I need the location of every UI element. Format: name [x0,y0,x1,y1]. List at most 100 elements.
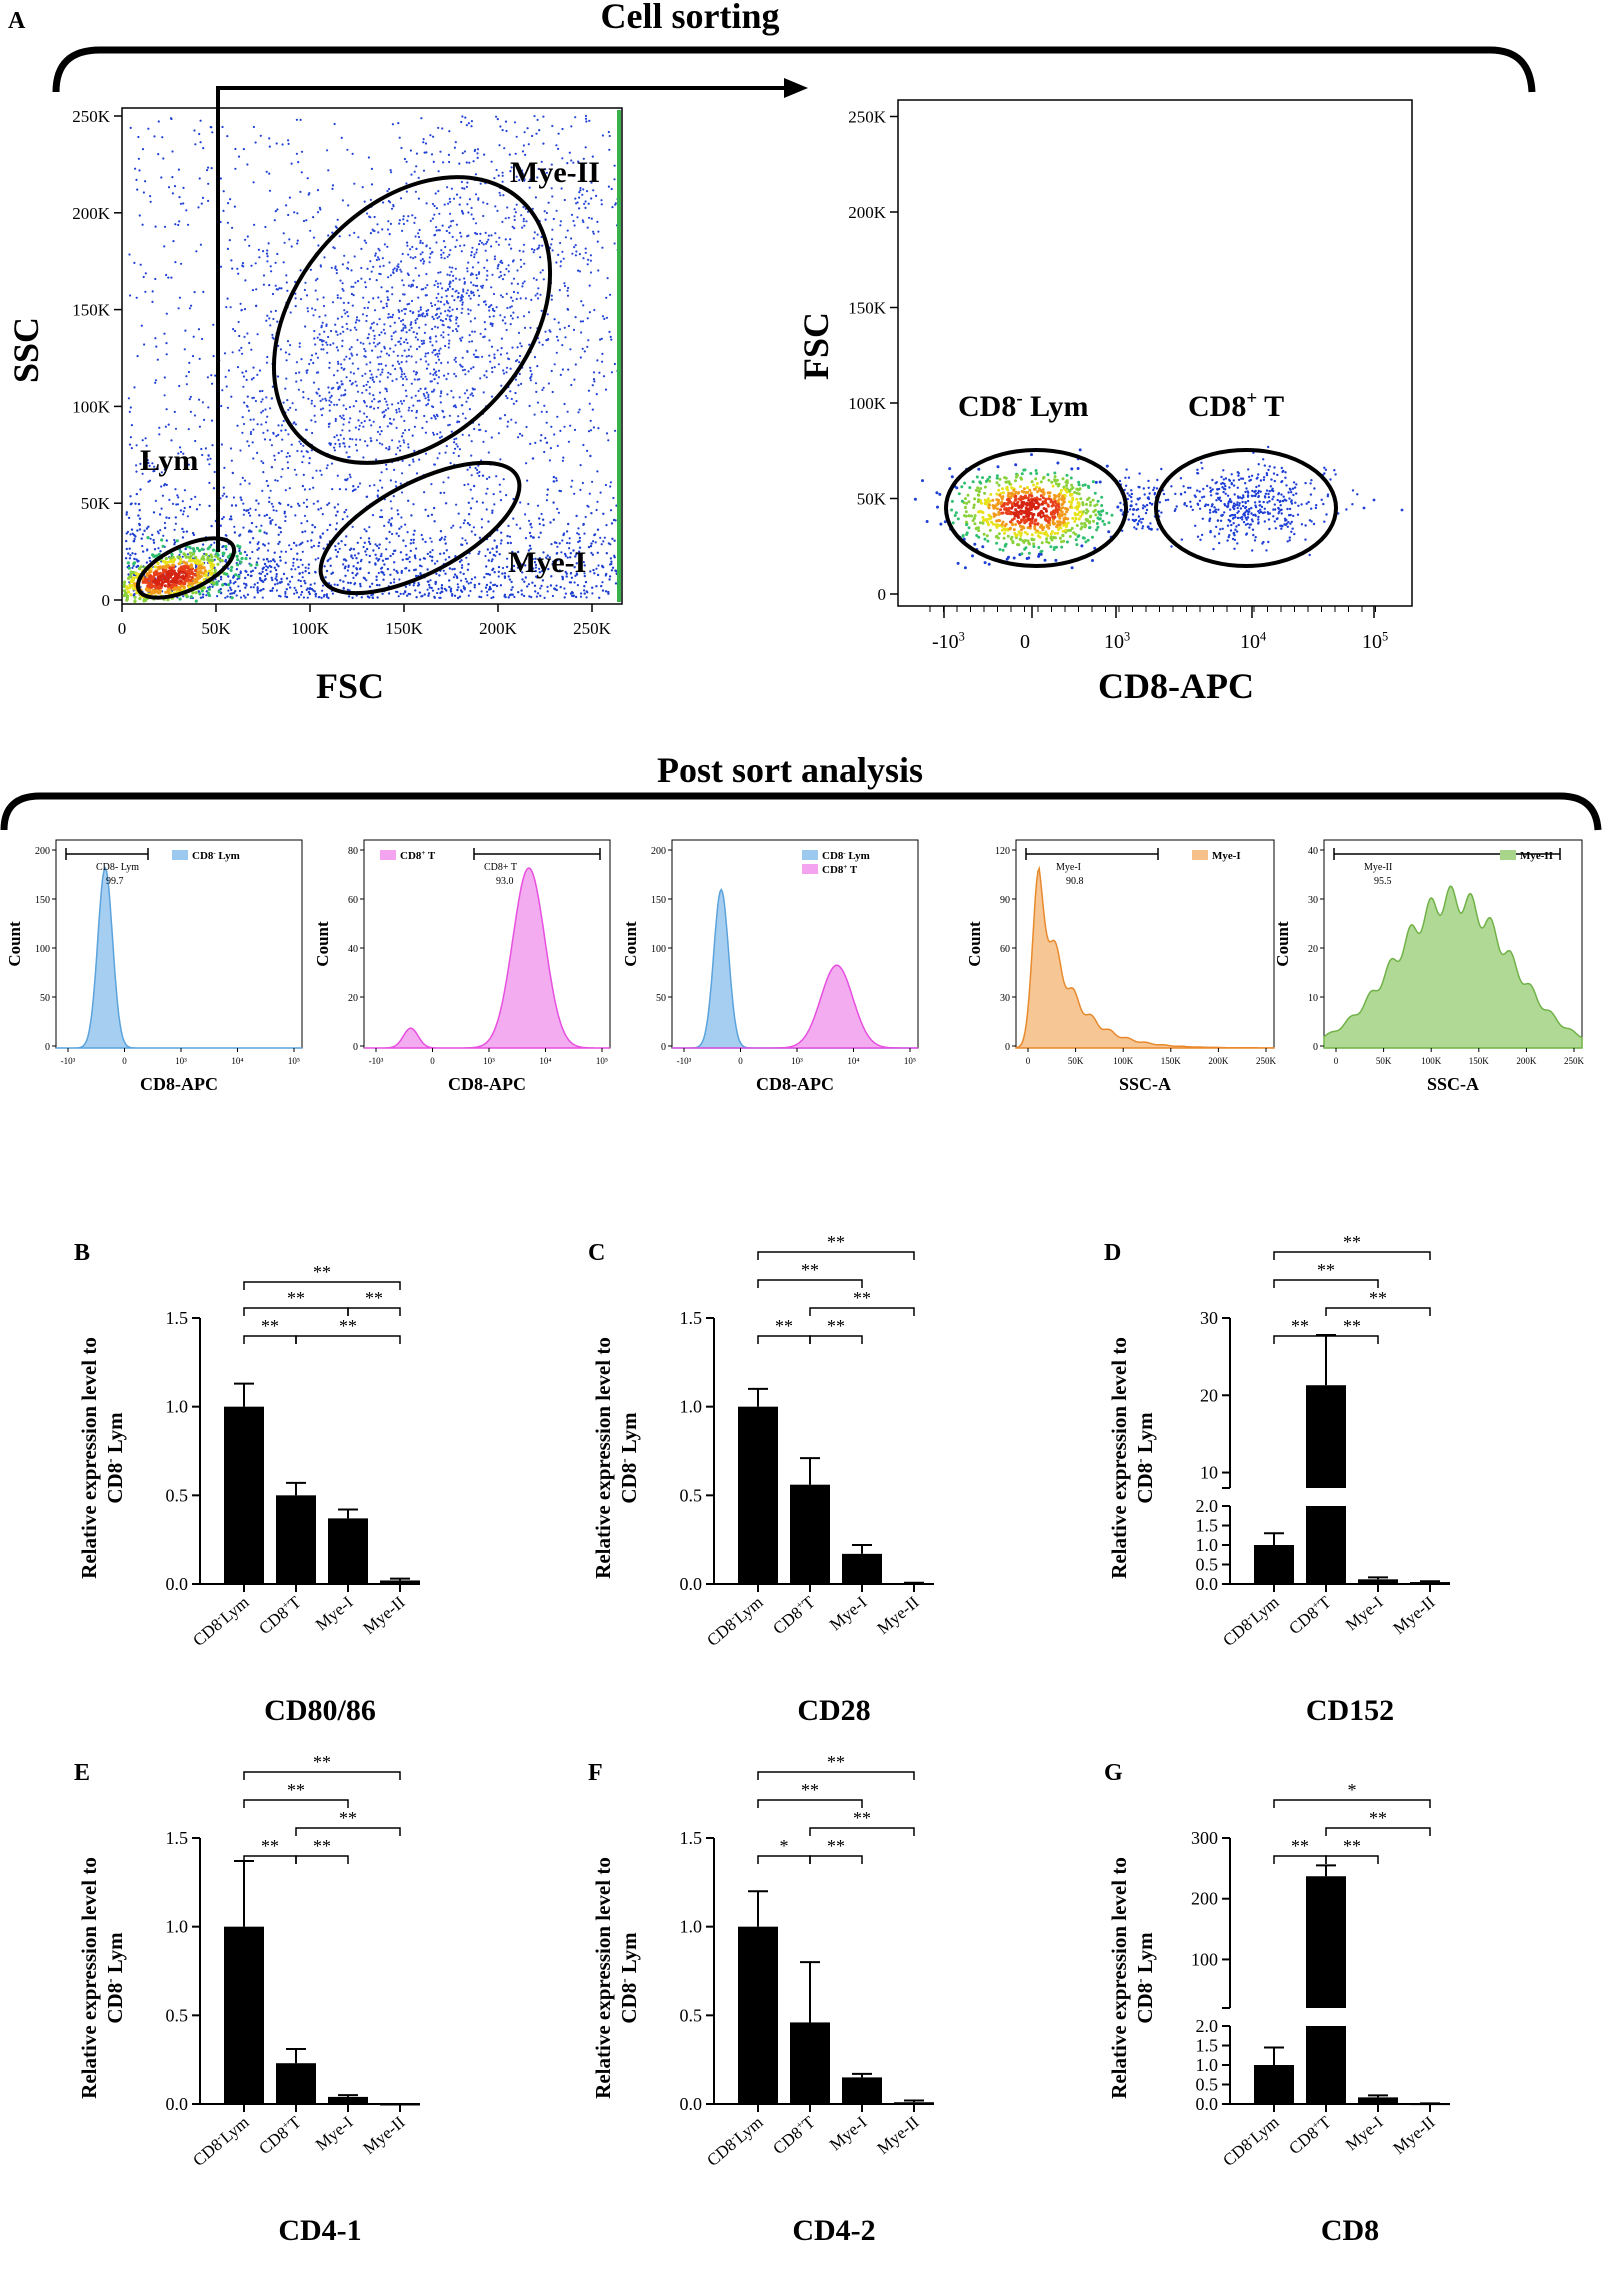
scatter1-dot [540,309,543,312]
scatter1-dot [360,596,363,599]
scatter1-dot [456,445,459,448]
scatter1-dot [458,595,462,598]
scatter2-dot [1060,545,1064,549]
scatter1-dot [587,389,591,392]
scatter1-dot [561,576,564,579]
scatter1-dot [164,590,168,594]
scatter2-dot [1012,528,1016,532]
scatter1-dot [565,530,569,533]
scatter1-dot [387,521,390,524]
scatter1-dot [539,594,542,597]
scatter1-dot [263,438,267,441]
scatter1-dot [518,372,521,376]
scatter1-dot [188,361,191,364]
scatter1-dot [138,522,141,526]
scatter1-dot [413,568,416,572]
scatter1-dot [315,469,318,472]
scatter1-dot [431,351,434,354]
scatter1-dot [384,364,387,367]
scatter1-dot [424,355,427,358]
scatter1-dot [387,298,390,301]
scatter1-dot [592,189,595,192]
scatter1-dot [458,203,461,206]
scatter1-dot [522,206,525,209]
scatter1-dot [576,532,579,535]
scatter1-dot [397,534,400,538]
scatter1-dot [284,519,287,523]
scatter1-dot [416,338,419,341]
scatter1-dot [367,333,370,336]
scatter1-dot [518,361,521,364]
scatter1-dot [472,160,475,163]
scatter1-dot [596,528,600,531]
scatter1-dot [284,592,287,595]
scatter1-dot [543,210,546,213]
scatter1-dot [152,511,156,514]
scatter1-dot [410,514,413,517]
scatter1-dot [555,588,558,592]
scatter1-dot [447,309,450,312]
scatter1-dot [387,220,390,223]
scatter1-dot [369,377,372,380]
scatter1-dot [304,582,307,585]
scatter1-dot [505,494,508,497]
scatter1-dot [541,570,544,573]
scatter1-dot [482,201,485,204]
scatter1-dot [156,358,159,361]
scatter1-dot [455,443,458,446]
scatter1-dot [529,326,532,329]
scatter1-dot [317,244,320,247]
scatter1-dot [364,372,367,375]
scatter1-dot [368,215,371,218]
scatter1-dot [274,309,277,312]
scatter1-dot [275,589,278,592]
scatter1-dot [479,332,482,335]
scatter1-dot [226,247,229,250]
scatter1-dot [305,505,309,508]
scatter1-dot [234,147,237,151]
scatter1-dot [458,420,461,423]
scatter1-dot [514,421,517,424]
scatter1-dot [524,576,527,579]
scatter1-dot [472,353,476,356]
scatter1-dot [419,572,422,575]
scatter1-dot [256,542,259,546]
scatter1-dot [335,555,338,558]
scatter1-dot [592,371,596,374]
scatter1-dot [401,472,404,475]
scatter1-dot [583,592,586,595]
scatter1-dot [588,216,591,219]
scatter1-dot [152,554,156,559]
scatter1-dot [304,570,307,573]
scatter1-dot [389,347,392,350]
scatter1-dot [185,530,189,533]
cell-sorting-title: Cell sorting [601,0,780,36]
scatter1-dot [248,482,251,485]
scatter1-dot [556,545,559,548]
scatter1-dot [220,559,224,563]
scatter1-dot [307,571,311,575]
scatter1-dot [545,556,548,559]
scatter1-dot [422,262,425,265]
scatter1-dot [273,454,276,457]
scatter1-dot [424,431,427,434]
scatter1-dot [305,428,308,431]
scatter1-dot [129,533,132,536]
scatter1-dot [455,328,458,331]
scatter1-dot [203,569,207,573]
scatter2-dot [972,503,976,507]
scatter1-dot [266,314,269,317]
scatter1-dot [387,354,391,357]
scatter1-dot [306,596,309,599]
scatter1-dot [252,428,255,431]
scatter1-dot [365,547,369,551]
scatter1-dot [325,399,328,402]
scatter1-dot [127,573,130,576]
scatter1-dot [275,142,278,145]
scatter1-dot [230,395,233,398]
scatter1-dot [381,368,384,371]
scatter1-dot [613,539,616,542]
scatter1-dot [392,495,395,498]
scatter1-dot [531,207,534,210]
scatter1-dot [194,599,198,603]
